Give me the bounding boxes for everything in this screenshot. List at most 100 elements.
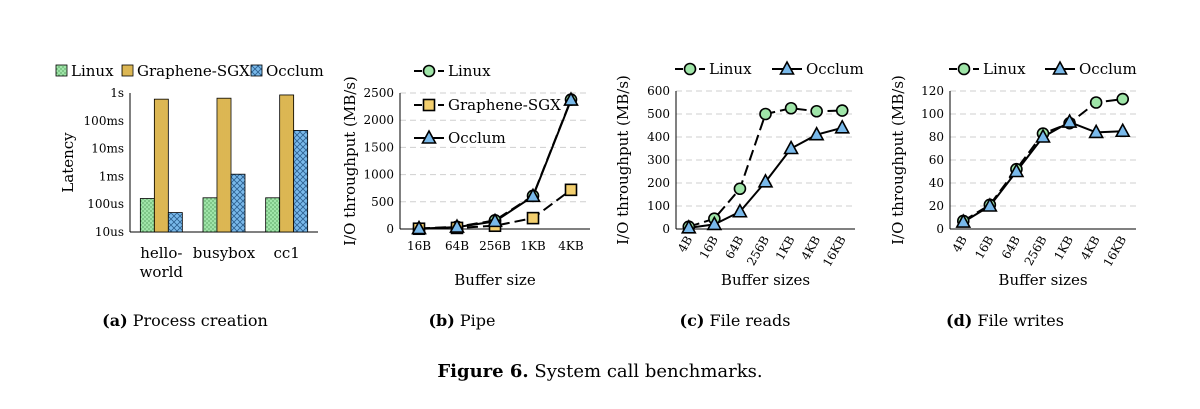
legend-marker-occlum <box>421 129 437 144</box>
point-occlum-4KB <box>563 91 579 106</box>
point-occlum-1KB <box>1061 113 1078 128</box>
y-tick-label: 0 <box>386 222 394 236</box>
y-tick-label: 1s <box>110 86 124 100</box>
y-tick-label: 120 <box>921 84 944 98</box>
y-tick-label: 100 <box>921 107 944 121</box>
y-tick-label: 60 <box>929 153 944 167</box>
legend-label: Linux <box>448 62 491 80</box>
point-occlum-64B <box>449 218 465 233</box>
x-tick-label: 256B <box>479 239 511 253</box>
point-occlum-16B <box>706 215 723 231</box>
caption-d: (d) File writes <box>946 311 1064 330</box>
point-linux-16KB <box>835 104 849 117</box>
point-occlum-4B <box>680 219 697 234</box>
x-tick-label: 64B <box>445 239 469 253</box>
point-occlum-16KB <box>834 119 851 134</box>
y-tick-label: 80 <box>929 130 944 144</box>
y-tick-label: 10ms <box>91 142 124 156</box>
point-occlum-256B <box>487 212 503 228</box>
point-linux-64B <box>733 182 747 196</box>
y-tick-label: 20 <box>929 199 944 213</box>
legend-swatch-graphene-sgx <box>121 64 134 77</box>
y-tick-label: 400 <box>647 130 670 144</box>
legend-label: Linux <box>71 62 114 80</box>
legend-label: Occlum <box>266 62 324 80</box>
y-tick-label: 200 <box>647 176 670 190</box>
y-tick-label: 300 <box>647 153 670 167</box>
x-tick-label: world <box>140 263 184 281</box>
legend-marker-linux <box>422 64 436 78</box>
y-axis-label: Latency <box>59 132 77 193</box>
y-tick-label: 2500 <box>363 86 394 100</box>
y-tick-label: 40 <box>929 176 944 190</box>
y-tick-label: 1500 <box>363 140 394 154</box>
x-tick-label: hello- <box>140 244 182 262</box>
y-tick-label: 0 <box>662 222 670 236</box>
caption-a: (a) Process creation <box>102 311 268 330</box>
point-linux-16KB <box>1116 92 1130 106</box>
legend-label: Occlum <box>448 129 506 147</box>
y-tick-label: 500 <box>371 195 394 209</box>
y-tick-label: 0 <box>936 222 944 236</box>
point-occlum-4KB <box>808 126 825 141</box>
legend-marker-occlum <box>1052 60 1068 75</box>
legend-label: Occlum <box>1079 60 1137 78</box>
chart-a-process-creation: 10us 100us 1ms 10ms 100ms 1s Latency hello-worl… <box>55 62 324 281</box>
y-tick-label: 100ms <box>84 114 124 128</box>
y-axis-label: I/O throughput (MB/s) <box>614 75 632 245</box>
legend-label: Occlum <box>806 60 864 78</box>
y-tick-label: 100 <box>647 199 670 213</box>
legend-swatch-linux <box>55 64 68 77</box>
x-tick-label: 16B <box>407 239 431 253</box>
figure-caption: Figure 6. System call benchmarks. <box>437 361 762 382</box>
point-linux-256B <box>759 107 772 121</box>
legend-label: Graphene-SGX <box>137 62 250 80</box>
legend-marker-linux <box>683 62 697 76</box>
point-occlum-4KB <box>1088 123 1104 139</box>
bar-occlum-cc1 <box>293 130 309 233</box>
point-linux-4KB <box>810 104 823 118</box>
y-tick-label: 100us <box>87 197 124 211</box>
legend-marker-linux <box>957 62 971 76</box>
y-tick-label: 600 <box>647 84 670 98</box>
x-axis-label: Buffer sizes <box>721 271 810 289</box>
legend-label: Linux <box>709 60 752 78</box>
legend-label: Graphene-SGX <box>448 96 561 114</box>
point-occlum-4B <box>955 213 972 228</box>
y-tick-label: 1ms <box>99 169 124 183</box>
bar-occlum-busybox <box>230 173 246 233</box>
point-occlum-256B <box>1035 128 1051 143</box>
caption-b: (b) Pipe <box>428 311 495 330</box>
bar-graphene-sgx-hello-world <box>153 98 169 233</box>
legend-label: Linux <box>983 60 1026 78</box>
point-graphene-sgx-1KB <box>526 211 540 225</box>
legend-swatch-occlum <box>250 64 263 77</box>
point-occlum-1KB <box>783 139 799 155</box>
caption-c: (c) File reads <box>680 311 791 330</box>
chart-b-pipe: 0 500 1000 1500 2000 2500 I/O throughput (MB/s… <box>341 62 590 289</box>
x-tick-label: busybox <box>193 244 256 262</box>
point-occlum-256B <box>757 173 774 188</box>
x-axis-label: Buffer size <box>454 271 536 289</box>
point-occlum-16KB <box>1114 122 1131 138</box>
bar-occlum-hello-world <box>167 212 183 233</box>
y-axis-label: I/O throughput (MB/s) <box>341 76 359 246</box>
point-occlum-16B <box>982 197 998 212</box>
point-occlum-64B <box>1008 162 1025 178</box>
x-tick-label: cc1 <box>273 244 299 262</box>
x-tick-label: 4KB <box>558 239 584 253</box>
y-tick-label: 1000 <box>363 168 394 182</box>
x-axis-label: Buffer sizes <box>998 271 1087 289</box>
y-tick-label: 10us <box>95 225 124 239</box>
legend-marker-graphene-sgx <box>422 98 436 112</box>
point-linux-4KB <box>1089 96 1103 109</box>
point-occlum-16B <box>411 219 427 235</box>
bar-graphene-sgx-busybox <box>216 97 232 233</box>
point-linux-1KB <box>784 101 798 115</box>
y-tick-label: 2000 <box>363 113 394 127</box>
point-occlum-1KB <box>525 187 541 203</box>
point-occlum-64B <box>732 203 748 218</box>
x-tick-label: 1KB <box>520 239 546 253</box>
